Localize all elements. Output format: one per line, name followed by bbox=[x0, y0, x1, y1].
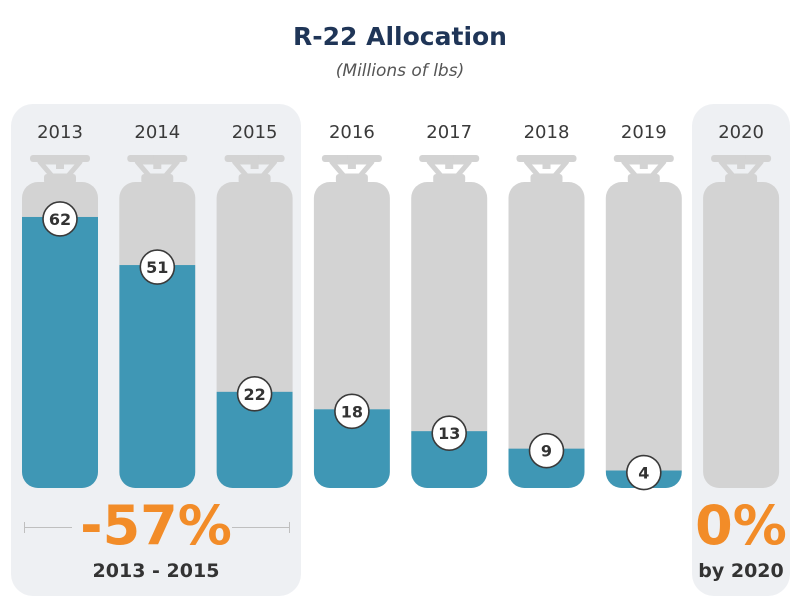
value-label-2018: 9 bbox=[541, 442, 552, 461]
fill-bar-2014 bbox=[119, 265, 196, 488]
value-label-2014: 51 bbox=[146, 258, 168, 277]
value-label-2015: 22 bbox=[243, 385, 265, 404]
cylinder-body bbox=[411, 182, 488, 488]
range-tick-left bbox=[24, 522, 25, 533]
value-badge-2016 bbox=[334, 393, 370, 430]
cylinder-2018: 2018 9 bbox=[508, 122, 585, 488]
reduction-range-label: 2013 - 2015 bbox=[92, 560, 220, 582]
value-label-2019: 4 bbox=[638, 464, 649, 483]
chart-title: R-22 Allocation bbox=[293, 22, 507, 51]
cylinder-body bbox=[605, 182, 682, 488]
phaseout-year-label: by 2020 bbox=[698, 560, 784, 582]
cylinder-2014: 2014 51 bbox=[119, 122, 196, 488]
year-label-2014: 2014 bbox=[134, 122, 180, 143]
valve-neck bbox=[238, 174, 271, 184]
cylinder-2015: 2015 22 bbox=[216, 122, 293, 488]
valve-neck bbox=[44, 174, 76, 184]
cylinder-2016: 2016 18 bbox=[313, 122, 390, 488]
value-badge-2013 bbox=[42, 201, 78, 237]
cylinder-body bbox=[508, 182, 585, 488]
year-label-2017: 2017 bbox=[426, 122, 472, 143]
value-badge-2014 bbox=[139, 249, 176, 285]
cylinder-2019: 2019 4 bbox=[605, 122, 682, 491]
cylinder-2013: 2013 62 bbox=[22, 122, 98, 488]
value-badge-2017 bbox=[431, 415, 468, 451]
year-label-2019: 2019 bbox=[621, 122, 667, 143]
value-badge-2019 bbox=[625, 454, 662, 491]
phaseout-percent: 0% bbox=[695, 494, 787, 557]
value-label-2016: 18 bbox=[341, 402, 363, 421]
fill-bar-2013 bbox=[22, 216, 98, 488]
cylinder-body bbox=[703, 182, 780, 488]
year-label-2013: 2013 bbox=[37, 122, 83, 143]
chart-subtitle: (Millions of lbs) bbox=[335, 61, 465, 81]
year-label-2020: 2020 bbox=[718, 122, 764, 143]
year-label-2018: 2018 bbox=[524, 122, 570, 143]
value-badge-2018 bbox=[528, 432, 565, 469]
value-badge-2015 bbox=[236, 376, 273, 412]
cylinder-2017: 2017 13 bbox=[411, 122, 488, 488]
range-tick-right bbox=[289, 522, 290, 533]
valve-neck bbox=[725, 174, 758, 184]
range-rule-right bbox=[232, 527, 290, 528]
year-label-2016: 2016 bbox=[329, 122, 375, 143]
valve-neck bbox=[627, 174, 660, 184]
value-label-2017: 13 bbox=[438, 424, 460, 443]
reduction-percent: -57% bbox=[80, 494, 232, 557]
valve-neck bbox=[530, 174, 563, 184]
value-label-2013: 62 bbox=[49, 210, 71, 229]
year-label-2015: 2015 bbox=[232, 122, 278, 143]
range-rule-left bbox=[24, 527, 72, 528]
valve-neck bbox=[433, 174, 466, 184]
valve-neck bbox=[141, 174, 174, 184]
valve-neck bbox=[335, 174, 368, 184]
cylinder-2020: 2020 bbox=[703, 122, 780, 488]
